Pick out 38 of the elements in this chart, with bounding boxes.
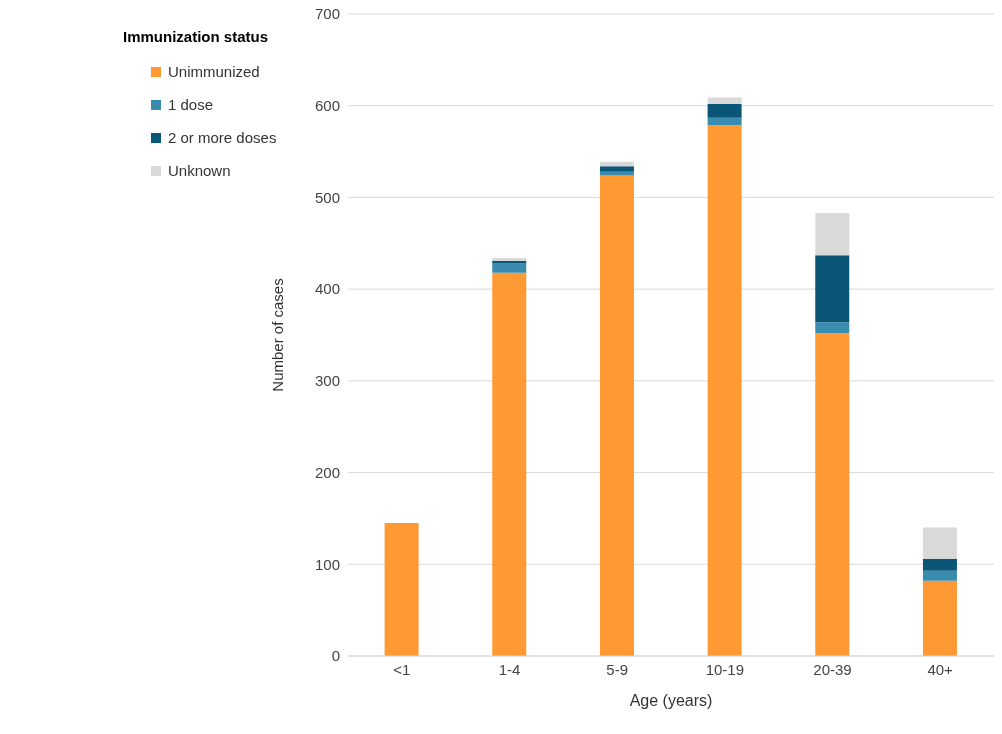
bar [922,580,957,656]
bar [492,272,527,656]
bar [384,523,419,656]
x-tick-label: 5-9 [606,660,629,678]
bar [815,213,850,256]
bar [815,322,850,334]
bar [707,117,742,125]
y-tick-label: 400 [314,280,340,298]
y-tick-label: 200 [314,463,340,481]
y-tick-label: 700 [314,5,340,23]
legend-label: Unknown [167,161,232,181]
x-tick-label: 1-4 [498,660,521,678]
y-tick-label: 300 [314,372,340,390]
bar [922,527,957,559]
legend-title: Immunization status [123,28,269,45]
bar [707,97,742,104]
y-axis-title: Number of cases [269,278,287,392]
legend-label: 2 or more doses [167,128,278,148]
y-tick-label: 500 [314,188,340,206]
x-tick-label: 10-19 [705,660,745,678]
bar [599,175,634,656]
x-tick-label: <1 [393,660,411,678]
x-tick-label: 20-39 [813,660,852,678]
bar [922,570,957,581]
legend-label: Unimmunized [167,62,261,82]
bar [922,558,957,571]
y-tick-label: 0 [331,647,340,665]
y-tick-label: 100 [314,555,340,573]
bar [492,263,527,273]
bar [707,103,742,118]
x-tick-label: 40+ [927,660,954,678]
y-tick-label: 600 [314,97,340,115]
bar [599,166,634,172]
legend-label: 1 dose [168,96,214,113]
x-axis-title: Age (years) [629,692,713,709]
bar [815,333,850,656]
bar [815,255,850,323]
bar [707,124,742,656]
